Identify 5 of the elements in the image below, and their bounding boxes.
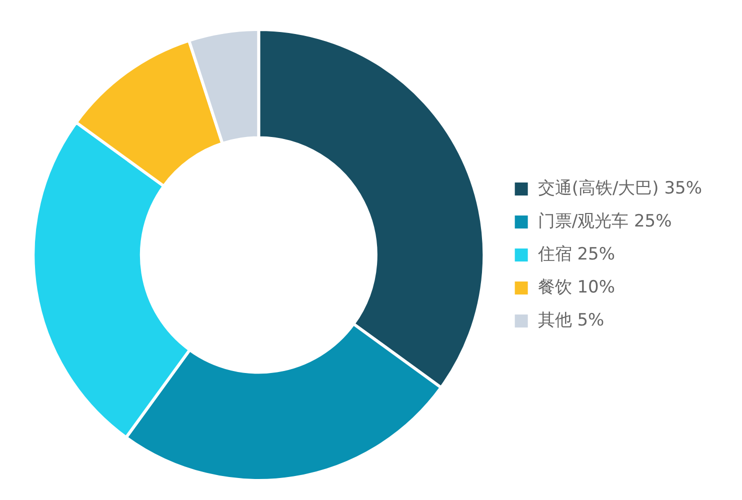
legend-label: 其他 5%: [538, 310, 604, 330]
legend-label: 餐饮 10%: [538, 277, 616, 298]
legend-label: 门票/观光车 25%: [538, 211, 672, 232]
legend-label: 住宿 25%: [536, 244, 616, 264]
legend-label: 交通(高铁/大巴) 35%: [538, 178, 702, 198]
